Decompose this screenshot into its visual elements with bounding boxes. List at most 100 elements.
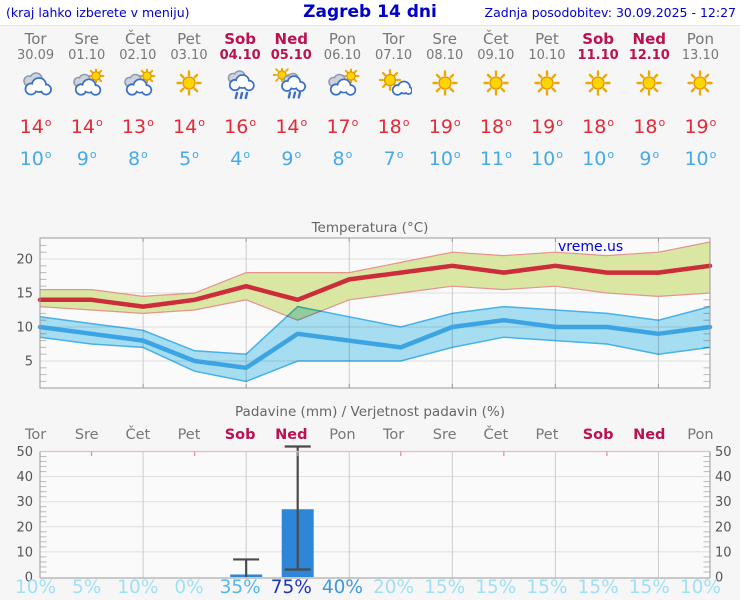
precip-day-label: Sre xyxy=(74,427,99,443)
forecast-strip: Tor 30.09 14o 10o Sre 01.10 14o 9o Čet 02.10 13o 8o… xyxy=(10,31,726,173)
day-column: Sob 04.10 16o 4o xyxy=(215,31,266,173)
min-temperature: 11o xyxy=(479,148,512,170)
max-temperature: 14o xyxy=(19,116,52,138)
svg-text:20: 20 xyxy=(16,253,33,268)
min-temperature: 4o xyxy=(230,148,251,170)
max-temperature: 13o xyxy=(121,116,154,138)
min-temperature: 10o xyxy=(428,148,461,170)
precipitation-chart: 0 0 10 10 20 20 30 30 40 40 50 50 xyxy=(16,445,732,586)
precipitation-chart-title: Padavine (mm) / Verjetnost padavin (%) xyxy=(235,404,505,420)
day-column: Pet 03.10 14o 5o xyxy=(163,31,214,173)
partly-cloudy-icon xyxy=(61,68,112,104)
precip-probability: 15% xyxy=(577,577,619,598)
day-name: Čet xyxy=(125,30,151,48)
min-temperature: 10o xyxy=(582,148,615,170)
day-name: Tor xyxy=(24,30,47,48)
day-column: Tor 07.10 18o 7o xyxy=(368,31,419,173)
svg-text:30: 30 xyxy=(16,495,33,510)
max-temperature: 18o xyxy=(582,116,615,138)
max-temperature: 19o xyxy=(684,116,717,138)
min-temperature: 7o xyxy=(383,148,404,170)
precip-day-label: Pon xyxy=(329,427,356,443)
svg-text:20: 20 xyxy=(16,520,33,535)
day-name: Pet xyxy=(177,30,201,48)
precip-probability: 40% xyxy=(321,577,363,598)
day-date: 30.09 xyxy=(16,48,55,63)
day-date: 04.10 xyxy=(219,48,261,63)
min-temperature: 9o xyxy=(639,148,660,170)
day-date: 10.10 xyxy=(528,48,566,63)
precip-probability: 10% xyxy=(679,577,721,598)
day-date: 11.10 xyxy=(577,48,619,63)
svg-text:0: 0 xyxy=(715,571,723,586)
day-date: 13.10 xyxy=(681,48,719,63)
rain-icon xyxy=(215,68,266,104)
day-date: 09.10 xyxy=(477,48,515,63)
min-temperature: 10o xyxy=(684,148,717,170)
day-name: Sre xyxy=(432,30,457,48)
min-temperature: 8o xyxy=(332,148,353,170)
precip-day-label: Čet xyxy=(483,427,509,443)
day-name: Sob xyxy=(582,30,615,48)
day-date: 06.10 xyxy=(323,48,362,63)
day-name: Pet xyxy=(535,30,559,48)
day-column: Pon 06.10 17o 8o xyxy=(317,31,368,173)
svg-text:10: 10 xyxy=(16,321,33,336)
menu-hint: (kraj lahko izberete v meniju) xyxy=(6,5,190,20)
sunny-icon xyxy=(675,68,726,104)
max-temperature: 19o xyxy=(531,116,563,138)
precip-day-label: Pet xyxy=(177,427,201,443)
temperature-chart-title: Temperatura (°C) xyxy=(311,220,429,236)
sunny-icon xyxy=(163,68,214,104)
precip-day-label: Sob xyxy=(224,427,256,443)
day-date: 02.10 xyxy=(119,48,157,63)
min-temperature: 10o xyxy=(531,148,563,170)
precip-day-label: Sre xyxy=(432,427,457,443)
max-temperature: 17o xyxy=(326,116,359,138)
day-name: Čet xyxy=(483,30,509,48)
day-name: Pon xyxy=(686,30,714,48)
day-column: Sre 01.10 14o 9o xyxy=(61,31,112,173)
mostly-sunny-icon xyxy=(368,68,419,104)
sunny-icon xyxy=(521,68,572,104)
svg-text:50: 50 xyxy=(16,445,33,460)
precip-probability: 5% xyxy=(72,577,102,598)
day-column: Pet 10.10 19o 10o xyxy=(521,31,572,173)
svg-text:50: 50 xyxy=(715,445,732,460)
min-temperature: 8o xyxy=(127,148,148,170)
sunny-icon xyxy=(573,68,624,104)
precip-day-label: Tor xyxy=(24,427,47,443)
max-temperature: 14o xyxy=(70,116,103,138)
precip-probability: 0% xyxy=(174,577,204,598)
last-update: Zadnja posodobitev: 30.09.2025 - 12:27 xyxy=(484,5,736,20)
svg-text:10: 10 xyxy=(16,545,33,560)
day-date: 03.10 xyxy=(170,48,208,63)
sunny-icon xyxy=(470,68,521,104)
precip-probability: 75% xyxy=(270,577,312,598)
svg-text:30: 30 xyxy=(715,495,732,510)
min-temperature: 9o xyxy=(76,148,97,170)
sunny-icon xyxy=(419,68,470,104)
precip-probability: 20% xyxy=(372,577,415,598)
day-column: Pon 13.10 19o 10o xyxy=(675,31,726,173)
min-temperature: 10o xyxy=(19,148,52,170)
precip-day-label: Čet xyxy=(125,427,151,443)
watermark: vreme.us xyxy=(558,239,624,255)
svg-text:40: 40 xyxy=(16,470,33,485)
max-temperature: 18o xyxy=(633,116,666,138)
svg-text:20: 20 xyxy=(715,520,732,535)
day-column: Čet 09.10 18o 11o xyxy=(470,31,521,173)
precip-day-label: Ned xyxy=(275,427,308,443)
partly-cloudy-icon xyxy=(317,68,368,104)
precip-day-label: Pon xyxy=(687,427,714,443)
precip-probability: 15% xyxy=(628,577,670,598)
svg-text:40: 40 xyxy=(715,470,732,485)
precip-probability: 35% xyxy=(219,577,261,598)
day-name: Pon xyxy=(328,30,357,48)
precip-day-labels: Tor Sre Čet Pet Sob Ned Pon Tor Sre Čet Pet Sob Ned P… xyxy=(10,427,726,443)
day-column: Ned 12.10 18o 9o xyxy=(624,31,675,173)
day-name: Ned xyxy=(274,30,308,48)
sun-rain-icon xyxy=(266,68,317,104)
day-column: Čet 02.10 13o 8o xyxy=(112,31,163,173)
day-column: Sob 11.10 18o 10o xyxy=(573,31,624,173)
